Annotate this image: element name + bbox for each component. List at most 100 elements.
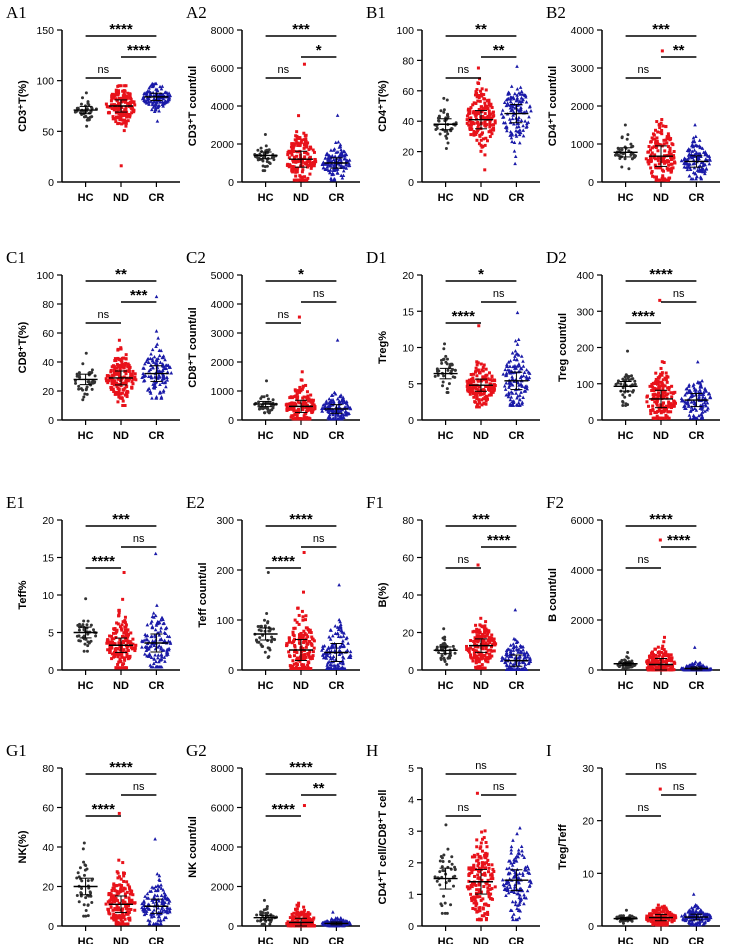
x-tick-label: ND [113,680,129,692]
data-point-ND [650,136,654,140]
data-point-ND [129,907,133,911]
data-point-ND [113,365,117,369]
data-point-ND [648,668,652,672]
data-point-ND [482,93,486,97]
data-point-ND [669,170,673,174]
data-point-ND [298,401,302,405]
data-point-CR [516,650,520,654]
data-point-CR [517,660,521,665]
data-point-CR [515,95,520,100]
data-point-ND [472,133,476,137]
data-point-ND [304,412,308,416]
data-point-ND [475,92,479,96]
data-point-ND [310,637,314,641]
data-point-ND [303,151,307,155]
data-point-ND [647,145,651,149]
significance-label: **** [487,532,511,549]
data-point-HC [90,901,94,905]
data-point-ND [296,417,300,421]
x-tick-label: HC [258,430,274,442]
data-point-ND [122,375,126,379]
data-point-CR [157,369,162,373]
data-point-ND [486,115,490,119]
data-point-CR [162,908,166,912]
data-point-ND [302,804,306,808]
data-point-ND [469,120,473,124]
data-point-ND [488,655,492,659]
data-point-ND [298,153,302,157]
data-point-CR [323,655,328,659]
data-point-CR [516,353,521,357]
data-point-CR [514,352,519,356]
data-point-ND [313,406,317,410]
data-point-HC [266,397,270,401]
data-point-ND [472,629,476,633]
data-point-ND [127,910,131,914]
data-point-ND [125,638,129,642]
data-point-ND [479,651,483,655]
data-point-ND [302,414,306,418]
data-point-ND [313,158,317,162]
data-point-ND [662,635,666,639]
data-point-ND [122,874,126,878]
data-point-CR [151,900,156,904]
data-point-CR [164,384,168,389]
data-point-CR [522,370,527,374]
data-point-ND [304,645,308,649]
data-point-HC [628,393,632,397]
data-point-ND [305,642,309,646]
data-point-CR [683,400,687,404]
y-tick-label: 0 [228,177,234,189]
data-point-ND [480,94,484,98]
data-point-HC [619,382,623,386]
data-point-ND [467,112,471,116]
data-point-ND [116,647,120,651]
data-point-CR [504,103,509,108]
data-point-ND [120,377,124,381]
data-point-CR [692,661,697,666]
x-tick-label: ND [113,936,129,944]
data-point-ND [309,918,313,922]
data-point-ND [653,411,657,415]
data-point-ND [668,153,672,157]
data-point-ND [293,626,297,630]
data-point-ND [481,131,485,135]
data-point-CR [506,360,511,364]
data-point-ND [665,141,669,145]
data-point-ND [110,901,114,905]
y-axis-label: CD8⁺T count/ul [187,307,199,387]
data-point-ND [303,175,307,179]
data-point-ND [111,899,115,903]
data-point-ND [124,361,128,365]
data-point-ND [117,858,121,862]
data-point-ND [476,379,480,383]
y-tick-label: 200 [216,565,234,577]
data-point-CR [338,151,343,156]
data-point-CR [159,626,163,630]
data-point-CR [341,639,345,643]
data-point-CR [502,657,506,661]
data-point-ND [478,385,482,389]
data-point-CR [696,390,701,394]
data-point-ND [128,96,132,100]
data-point-HC [90,106,94,110]
data-point-CR [698,387,702,392]
data-point-ND [649,412,653,416]
data-point-ND [483,168,487,172]
data-point-CR [158,918,163,922]
x-tick-label: CR [148,192,164,204]
data-point-ND [466,388,470,392]
data-point-ND [123,363,127,367]
data-point-ND [123,84,127,88]
data-point-ND [288,655,292,659]
data-point-CR [151,84,155,89]
data-point-CR [336,412,340,416]
data-point-CR [508,133,512,137]
data-point-ND [121,899,125,903]
significance-label: ns [457,554,469,566]
data-point-ND [650,657,654,661]
data-point-CR [159,883,163,887]
data-point-ND [479,149,483,153]
data-point-CR [150,107,154,112]
